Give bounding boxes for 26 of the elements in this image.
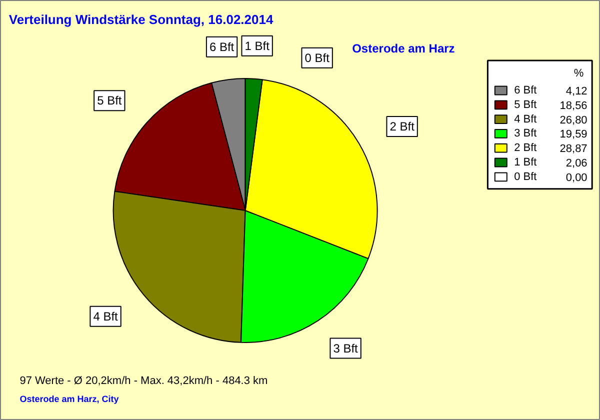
text: 97 Werte - Ø 20,2km/h - Max. 43,2km/h - 484.3 km: [20, 374, 268, 387]
slice-label: 5 Bft: [97, 94, 122, 108]
data-label: 26,80: [560, 114, 588, 126]
data-label: 18,56: [560, 100, 588, 112]
slice-label: 6 Bft: [209, 40, 235, 54]
slice-label: 4 Bft: [93, 309, 119, 324]
legend-label: 2 Bft: [514, 142, 537, 154]
legend-label: 6 Bft: [514, 84, 537, 96]
data-label: 4,12: [566, 86, 588, 98]
legend-label: 5 Bft: [514, 98, 537, 111]
text: 0,00: [566, 172, 588, 184]
legend-label: 3 Bft: [514, 128, 537, 140]
data-label: 19,59: [560, 128, 588, 141]
slice-label: 1 Bft: [244, 38, 270, 53]
text: Osterode am Harz, City: [20, 394, 119, 404]
data-label: 28,87: [560, 143, 588, 156]
legend-label: 4 Bft: [514, 113, 537, 126]
data-label: 2,06: [566, 158, 588, 170]
legend-label: 1 Bft: [514, 156, 537, 168]
slice-label: 2 Bft: [390, 119, 416, 134]
chart-subtitle: Osterode am Harz: [352, 42, 455, 56]
chart-title: Verteilung Windstärke Sonntag, 16.02.2014: [8, 12, 274, 28]
category-label: 0 Bft: [304, 50, 330, 65]
legend-title: %: [574, 68, 584, 80]
slice-label: 3 Bft: [333, 341, 359, 356]
legend-label: 0 Bft: [514, 170, 537, 183]
